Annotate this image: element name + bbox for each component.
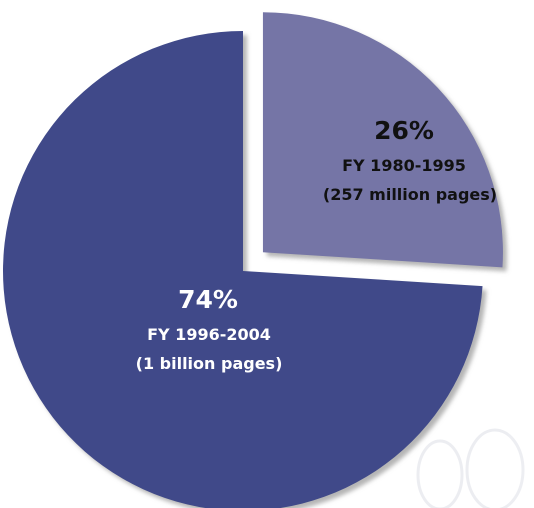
slice-pages-label: (257 million pages)	[323, 185, 497, 204]
slice-percent-label: 26%	[374, 116, 434, 145]
slice-label-small: 26% FY 1980-1995 (257 million pages)	[323, 116, 497, 204]
slice-period-label: FY 1980-1995	[342, 156, 466, 175]
pie-slice-fy1996-2004	[3, 31, 483, 508]
watermark-decoration	[416, 428, 525, 508]
slice-percent-label: 74%	[178, 285, 238, 314]
pie-slice-fy1980-1995	[262, 12, 503, 268]
slice-pages-label: (1 billion pages)	[136, 354, 283, 373]
slice-period-label: FY 1996-2004	[147, 325, 271, 344]
slice-label-large: 74% FY 1996-2004 (1 billion pages)	[136, 285, 283, 373]
